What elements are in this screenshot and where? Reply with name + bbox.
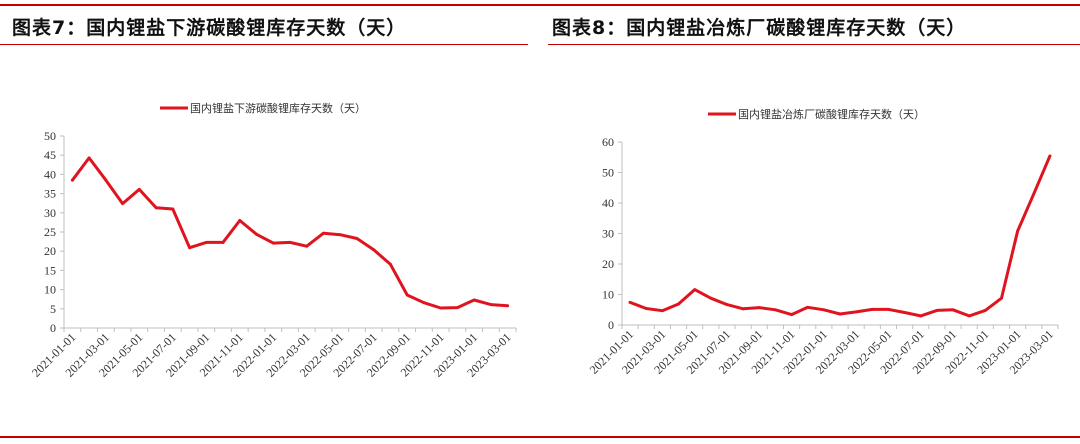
right-y-tick-label: 60 <box>602 135 614 149</box>
left-y-tick-label: 50 <box>44 129 56 143</box>
left-y-tick-label: 15 <box>44 263 56 277</box>
left-data-point <box>422 301 426 305</box>
left-data-point <box>238 219 242 222</box>
left-data-point <box>489 303 493 306</box>
left-data-point <box>372 248 376 252</box>
left-series-line <box>70 156 510 310</box>
right-data-point <box>628 301 632 304</box>
right-data-point <box>903 311 906 314</box>
right-data-point <box>919 314 923 318</box>
right-data-point <box>660 309 664 313</box>
right-data-point <box>887 308 890 311</box>
right-data-point <box>644 307 648 310</box>
right-data-point <box>838 312 842 316</box>
right-data-point <box>1016 229 1020 233</box>
left-data-point <box>322 231 325 235</box>
left-data-point <box>204 240 208 244</box>
left-data-point <box>338 233 342 237</box>
right-data-point <box>725 303 729 306</box>
left-data-point <box>87 156 91 160</box>
left-title-underline <box>0 44 528 45</box>
left-y-tick-label: 5 <box>50 302 56 316</box>
left-data-point <box>188 246 191 250</box>
right-panel-title: 图表8：国内锂盐冶炼厂碳酸锂库存天数（天） <box>552 17 967 39</box>
left-data-point <box>456 306 459 310</box>
left-legend-label: 国内锂盐下游碳酸锂库存天数（天） <box>190 101 366 115</box>
left-data-point <box>355 237 359 240</box>
left-data-point <box>255 232 258 236</box>
left-data-point <box>506 304 510 308</box>
right-data-point <box>790 313 793 317</box>
left-y-tick-label: 35 <box>44 187 56 201</box>
right-data-point <box>870 308 874 311</box>
left-data-point <box>405 293 409 297</box>
right-y-tick-label: 0 <box>608 318 614 332</box>
left-panel-title: 图表7：国内锂盐下游碳酸锂库存天数（天） <box>12 17 407 39</box>
right-y-tick-label: 30 <box>602 227 614 241</box>
right-y-tick-label: 10 <box>602 288 614 302</box>
left-data-point <box>137 187 141 191</box>
left-data-point <box>305 244 309 248</box>
left-y-tick-label: 45 <box>44 148 56 162</box>
right-y-tick-label: 20 <box>602 257 614 271</box>
right-data-point <box>822 308 826 312</box>
right-y-tick-label: 40 <box>602 196 614 210</box>
left-data-point <box>439 306 443 310</box>
left-y-tick-label: 20 <box>44 244 56 258</box>
right-data-point <box>757 306 761 310</box>
right-y-tick-label: 50 <box>602 166 614 180</box>
right-data-point <box>854 310 858 314</box>
left-data-point <box>104 178 108 182</box>
left-y-tick-label: 10 <box>44 283 56 297</box>
right-data-point <box>935 308 939 312</box>
right-data-point <box>951 308 955 312</box>
right-data-point <box>709 296 713 300</box>
left-data-point <box>121 202 124 205</box>
right-title-underline <box>548 44 1080 45</box>
right-legend-label: 国内锂盐冶炼厂碳酸锂库存天数（天） <box>738 107 925 121</box>
left-data-point <box>154 206 158 210</box>
right-data-point <box>1000 296 1003 300</box>
right-data-point <box>693 288 697 292</box>
right-data-point <box>677 302 680 306</box>
bottom-rule <box>0 436 1080 438</box>
left-y-tick-label: 25 <box>44 225 56 239</box>
left-y-tick-label: 30 <box>44 206 56 220</box>
right-data-point <box>983 308 987 312</box>
left-y-tick-label: 0 <box>50 321 56 335</box>
left-data-point <box>271 241 275 245</box>
left-data-point <box>171 207 175 211</box>
left-data-point <box>288 240 292 244</box>
right-data-point <box>1048 154 1052 158</box>
right-data-point <box>774 308 777 312</box>
left-y-tick-label: 40 <box>44 167 56 181</box>
left-data-point <box>389 262 392 266</box>
top-rule <box>0 4 1080 6</box>
right-data-point <box>1032 192 1036 196</box>
right-data-point <box>967 314 971 318</box>
right-series-line <box>628 154 1052 318</box>
left-data-point <box>472 298 476 302</box>
left-data-point <box>221 240 225 244</box>
right-data-point <box>741 307 745 311</box>
right-data-point <box>806 305 810 309</box>
left-data-point <box>70 178 74 182</box>
